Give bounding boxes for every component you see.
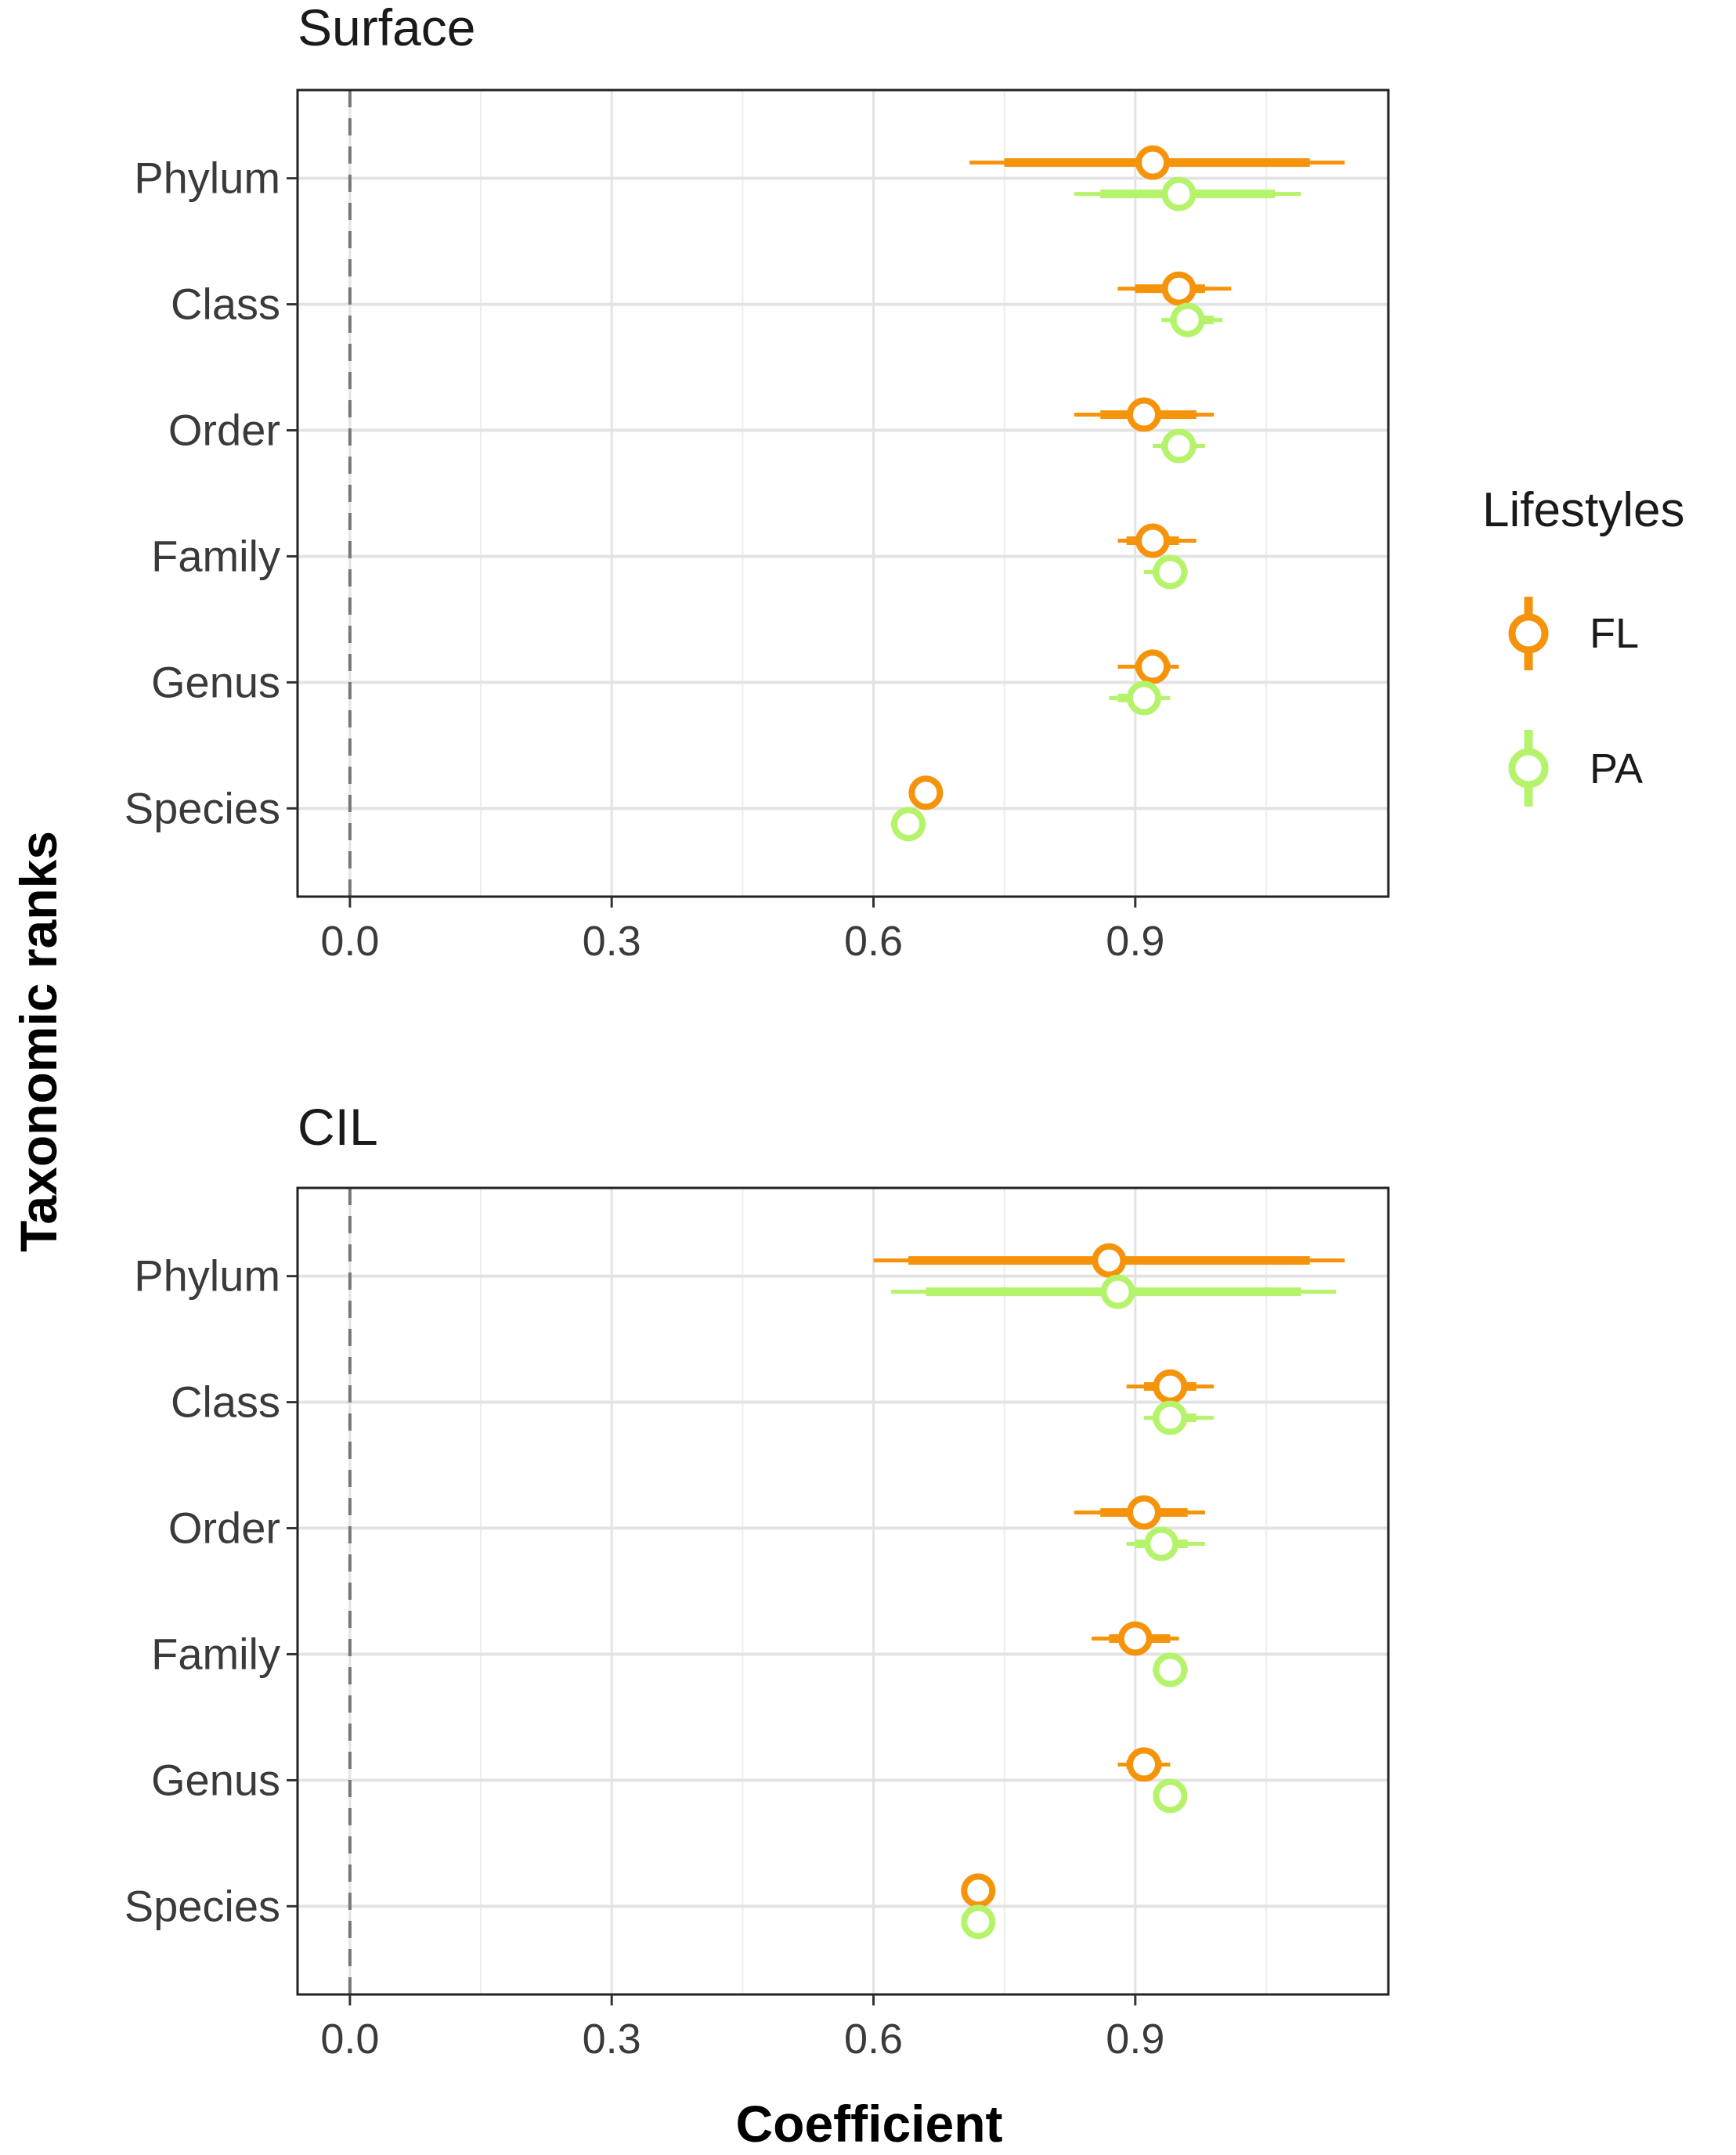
point-estimate-pa-genus	[1126, 680, 1161, 716]
point-estimate-pa-family	[1153, 554, 1188, 590]
point-estimate-pa-family	[1153, 1652, 1188, 1688]
panel-cil: CIL Phylum Class Order Family Genus Spec…	[125, 1098, 1390, 2063]
legend-title: Lifestyles	[1482, 483, 1684, 537]
ytick-label-species: Species	[125, 783, 280, 832]
point-estimate-pa-species	[891, 807, 926, 842]
legend-entry-pa: PA	[1508, 730, 1643, 807]
point-estimate-fl-order	[1126, 397, 1161, 432]
point-estimate-fl-phylum	[1092, 1243, 1127, 1278]
plot-border-surface	[296, 88, 1390, 898]
legend: Lifestyles FL PA	[1482, 483, 1684, 807]
interval-marks-cil	[873, 1243, 1345, 1940]
panel-surface: Surface Phylum Class Order Family Genus …	[125, 0, 1390, 965]
legend-key-pa-point	[1508, 748, 1549, 789]
xtick-label-0.0: 0.0	[320, 918, 379, 965]
point-estimate-fl-order	[1126, 1495, 1161, 1530]
xtick-label-0.6: 0.6	[844, 918, 903, 965]
ytick-label-order: Order	[168, 406, 280, 455]
point-estimate-pa-class	[1170, 302, 1205, 338]
point-estimate-pa-class	[1153, 1400, 1188, 1435]
y-axis-title: Taxonomic ranks	[9, 831, 67, 1252]
ytick-label-family: Family	[151, 1629, 280, 1678]
ytick-label-class: Class	[171, 1377, 280, 1427]
ytick-label-genus: Genus	[151, 657, 280, 706]
panel-title-cil: CIL	[298, 1098, 378, 1156]
minor-gridlines-surface	[480, 90, 1267, 897]
y-axis-cil: Phylum Class Order Family Genus Species	[125, 1251, 298, 1930]
xtick-label-0.6: 0.6	[844, 2016, 903, 2063]
point-estimate-pa-species	[961, 1904, 996, 1940]
point-estimate-pa-genus	[1153, 1778, 1188, 1814]
plot-border-cil	[296, 1186, 1390, 1996]
point-estimate-fl-species	[908, 775, 944, 810]
panel-title-surface: Surface	[298, 0, 475, 56]
x-axis-title: Coefficient	[735, 2095, 1002, 2153]
ytick-label-phylum: Phylum	[134, 1251, 280, 1301]
point-estimate-fl-species	[961, 1873, 996, 1908]
point-estimate-fl-phylum	[1135, 145, 1171, 180]
xtick-label-0.0: 0.0	[320, 2016, 379, 2063]
interval-marks-surface	[890, 145, 1345, 842]
xtick-label-0.3: 0.3	[583, 918, 641, 965]
point-estimate-fl-family	[1117, 1621, 1153, 1656]
plot-area-surface	[298, 90, 1388, 897]
ytick-label-order: Order	[168, 1503, 280, 1553]
legend-entry-fl: FL	[1508, 597, 1639, 670]
point-estimate-fl-genus	[1135, 649, 1171, 684]
major-gridlines-surface	[298, 90, 1388, 897]
xtick-label-0.9: 0.9	[1106, 2016, 1164, 2063]
point-estimate-fl-class	[1161, 271, 1196, 306]
y-axis-surface: Phylum Class Order Family Genus Species	[125, 153, 298, 832]
point-estimate-fl-class	[1153, 1369, 1188, 1404]
ytick-label-genus: Genus	[151, 1755, 280, 1804]
point-estimate-fl-family	[1135, 523, 1171, 558]
point-estimate-pa-phylum	[1100, 1274, 1135, 1309]
ytick-label-species: Species	[125, 1881, 280, 1930]
point-estimate-pa-phylum	[1161, 176, 1196, 211]
legend-label-fl: FL	[1590, 610, 1639, 657]
ytick-label-phylum: Phylum	[134, 153, 280, 203]
ytick-label-family: Family	[151, 531, 280, 580]
xtick-label-0.3: 0.3	[583, 2016, 641, 2063]
plot-area-cil	[298, 1188, 1388, 1994]
ytick-label-class: Class	[171, 280, 280, 329]
legend-label-pa: PA	[1590, 745, 1643, 792]
minor-gridlines-cil	[480, 1188, 1267, 1994]
point-estimate-pa-order	[1144, 1526, 1179, 1561]
legend-key-fl-point	[1508, 613, 1549, 654]
point-estimate-pa-order	[1161, 428, 1196, 464]
xtick-label-0.9: 0.9	[1106, 918, 1164, 965]
major-gridlines-cil	[298, 1188, 1388, 1994]
x-axis-cil: 0.0 0.3 0.6 0.9	[320, 1994, 1164, 2063]
x-axis-surface: 0.0 0.3 0.6 0.9	[320, 897, 1164, 965]
point-estimate-fl-genus	[1126, 1747, 1161, 1782]
